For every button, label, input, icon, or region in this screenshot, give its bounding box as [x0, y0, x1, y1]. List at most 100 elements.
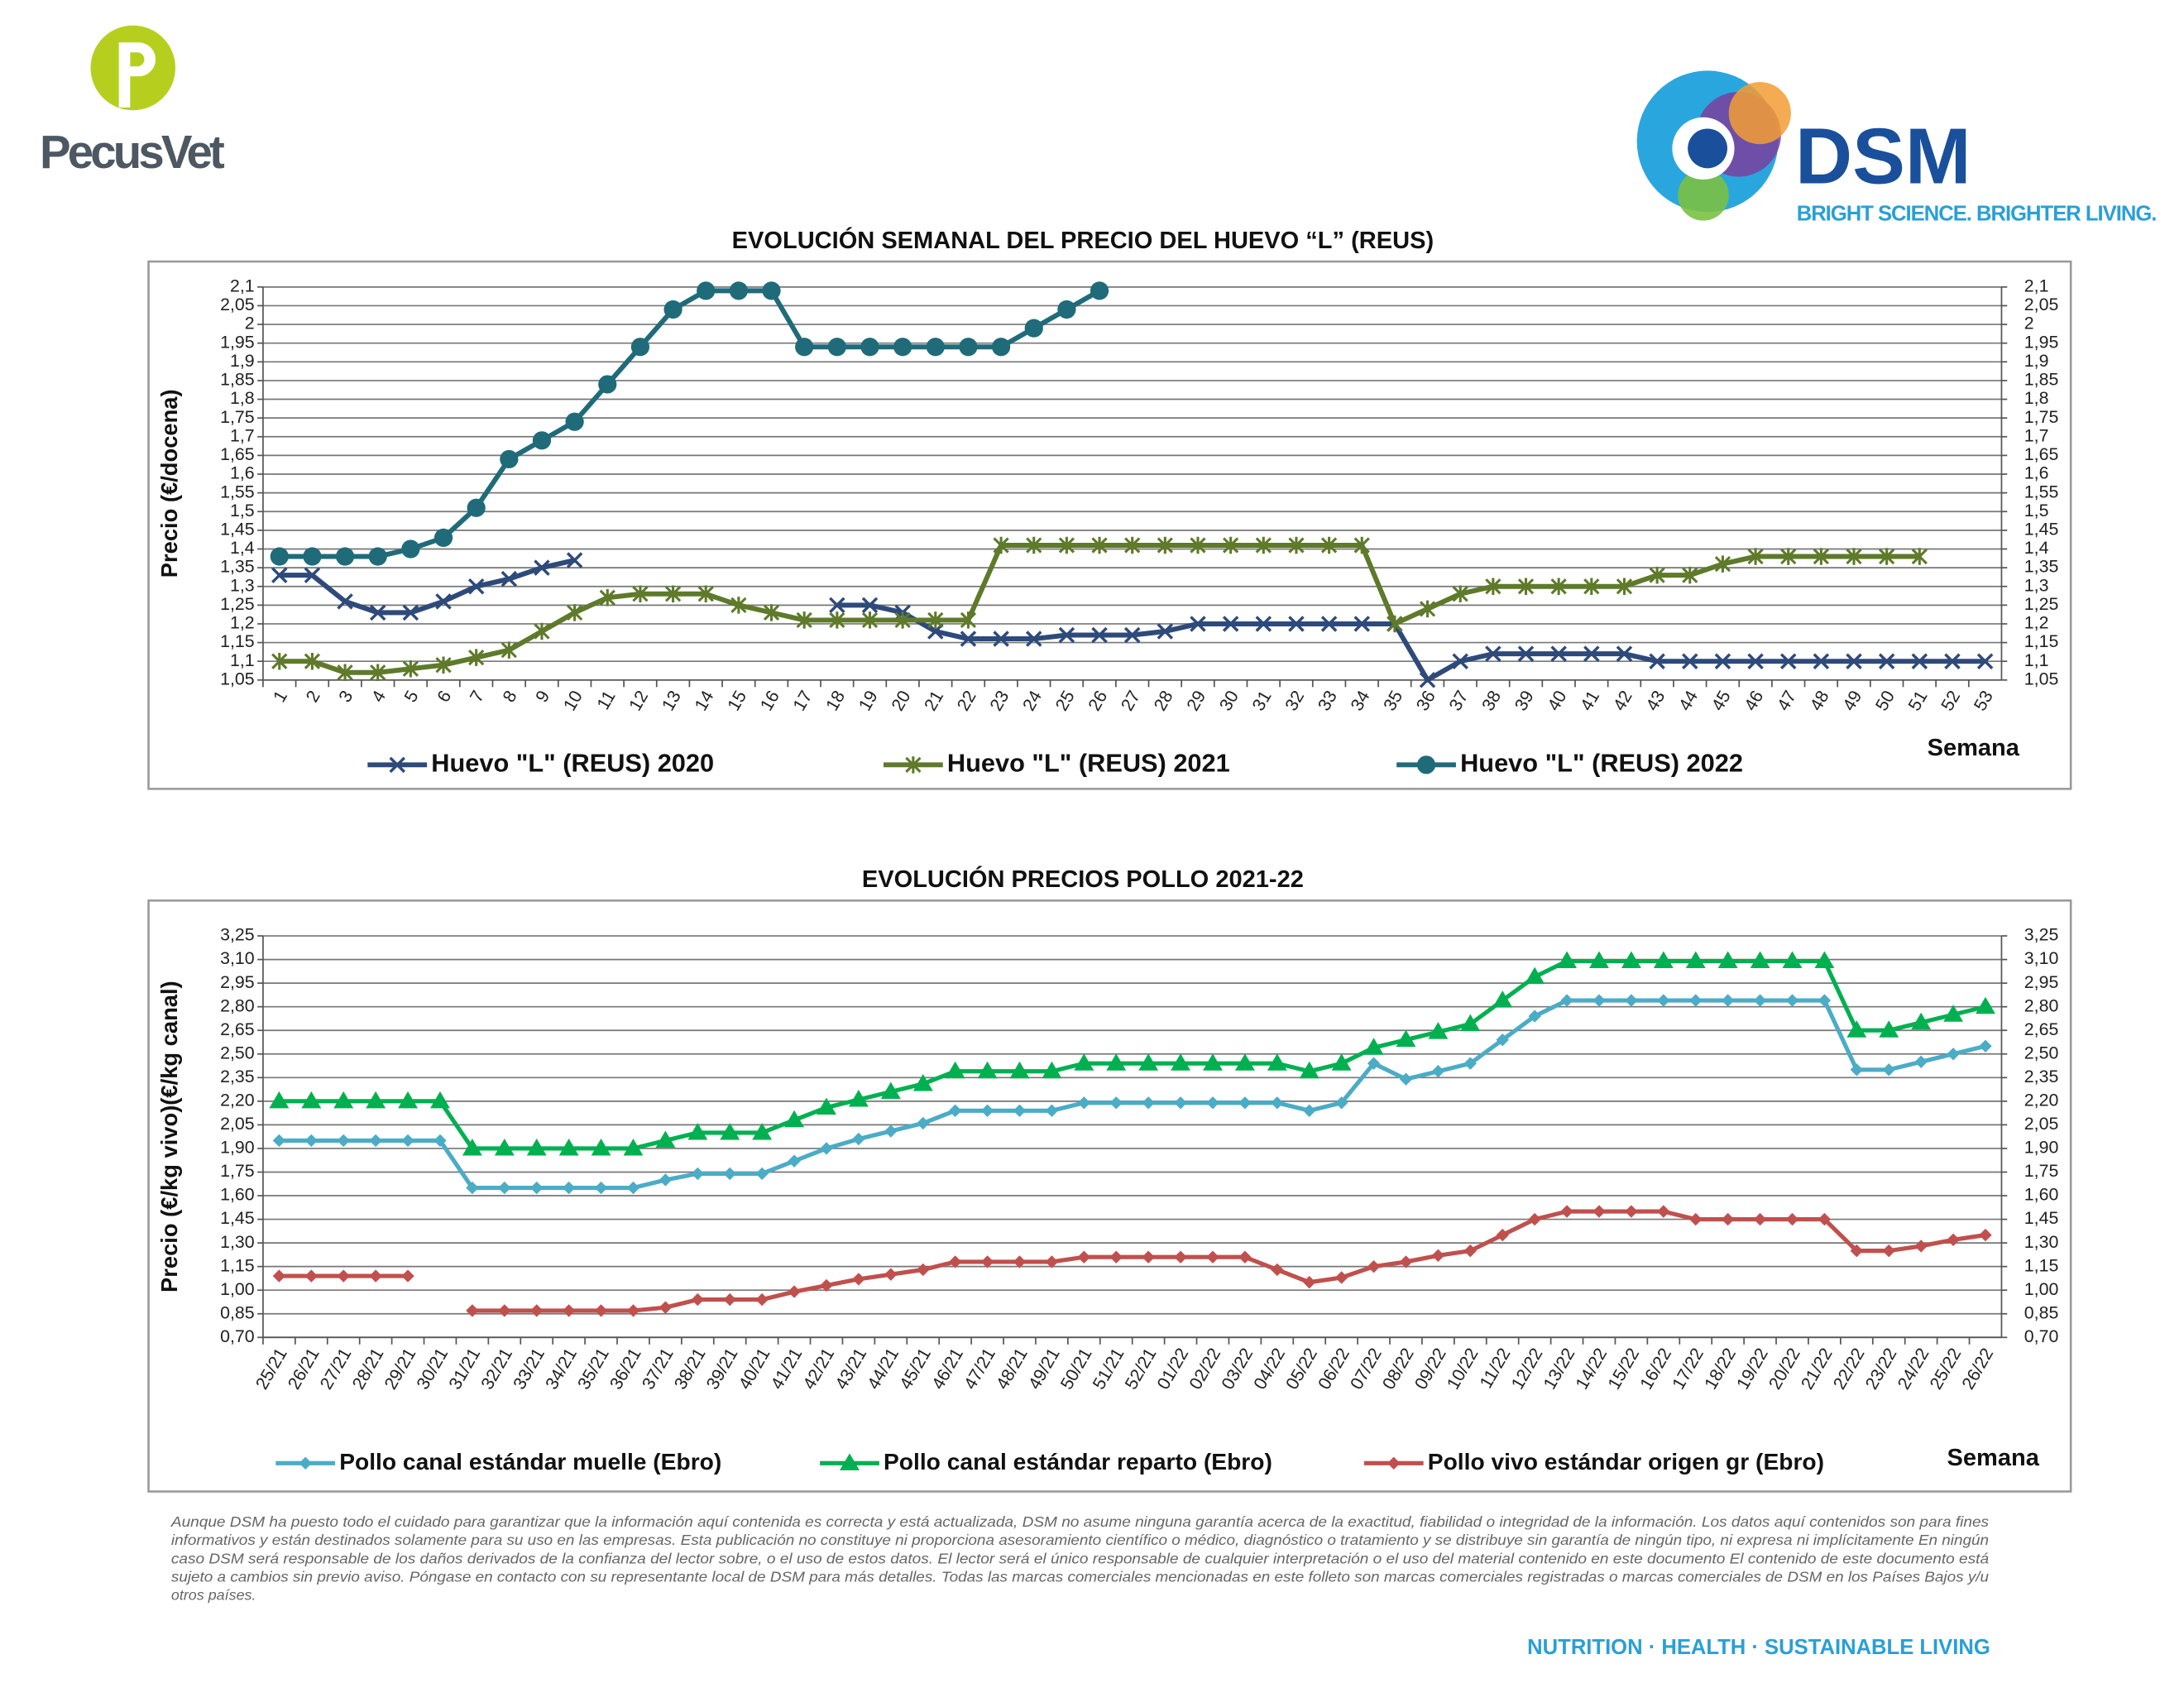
y-tick-label: 1,7	[230, 425, 255, 445]
marker	[500, 570, 518, 587]
marker	[494, 1138, 515, 1156]
marker	[852, 1132, 865, 1146]
marker	[623, 1138, 644, 1156]
x-axis-title: Semana	[1928, 735, 2020, 761]
marker	[467, 578, 485, 595]
marker	[1288, 616, 1305, 632]
marker	[269, 1091, 290, 1109]
marker	[591, 1138, 611, 1156]
marker	[829, 597, 845, 614]
marker	[534, 559, 550, 576]
marker	[532, 431, 552, 450]
y-tick-label: 2,05	[220, 1114, 255, 1134]
marker	[1396, 1029, 1416, 1048]
y2-tick-label: 0,70	[2024, 1326, 2059, 1346]
marker	[304, 567, 321, 583]
marker	[1785, 994, 1799, 1007]
marker	[462, 1138, 482, 1156]
x-tick-label: 46	[1741, 688, 1768, 715]
x-tick-label: 20	[888, 687, 915, 714]
y2-tick-label: 1,2	[2024, 613, 2049, 633]
marker	[1452, 585, 1468, 603]
x-tick-label: 11/22	[1476, 1345, 1515, 1392]
marker	[948, 1104, 962, 1117]
x-tick-label: 17/22	[1669, 1345, 1707, 1393]
marker	[598, 375, 617, 394]
x-tick-label: 43/21	[831, 1345, 870, 1393]
y-tick-label: 1,4	[230, 538, 255, 558]
marker	[1780, 548, 1797, 565]
marker	[795, 338, 814, 357]
marker	[1223, 536, 1239, 554]
marker	[1714, 555, 1731, 573]
marker	[565, 412, 584, 431]
marker	[1452, 653, 1468, 669]
marker	[720, 1122, 740, 1140]
y2-tick-label: 1,6	[2024, 463, 2049, 483]
marker	[1045, 1104, 1059, 1117]
x-tick-label: 5	[400, 688, 423, 706]
marker	[1222, 616, 1239, 632]
marker	[1528, 1009, 1541, 1023]
marker	[691, 1167, 705, 1181]
y2-tick-label: 1,30	[2024, 1232, 2059, 1252]
marker	[1818, 994, 1832, 1007]
x-tick-label: 38/21	[670, 1345, 709, 1393]
marker	[820, 1142, 833, 1155]
marker	[301, 1091, 322, 1109]
marker	[562, 1304, 576, 1317]
marker	[1077, 1096, 1091, 1110]
disclaimer-line: otros países.	[171, 1587, 256, 1604]
x-tick-label: 18/22	[1700, 1345, 1739, 1393]
marker	[1621, 951, 1641, 969]
marker	[1850, 1063, 1864, 1077]
marker	[1976, 653, 1994, 669]
marker	[894, 611, 911, 629]
marker	[880, 1081, 901, 1099]
marker	[980, 1104, 994, 1117]
marker	[827, 338, 846, 357]
x-tick-label: 9	[532, 688, 554, 706]
marker	[659, 1301, 673, 1314]
x-tick-label: 24/22	[1894, 1345, 1933, 1393]
x-tick-label: 32/21	[477, 1345, 516, 1393]
marker	[1026, 536, 1042, 554]
dsm-logo: DSM BRIGHT SCIENCE. BRIGHTER LIVING.	[1636, 70, 2157, 225]
x-tick-label: 19	[855, 688, 882, 715]
x-tick-label: 39/21	[702, 1345, 741, 1393]
marker	[534, 622, 550, 640]
y2-tick-label: 1,25	[2024, 594, 2059, 614]
x-tick-label: 53	[1970, 688, 1997, 715]
marker	[1689, 1212, 1703, 1226]
marker	[272, 1134, 286, 1148]
chart-frame	[147, 260, 2072, 790]
marker	[1013, 1104, 1027, 1117]
marker	[1353, 616, 1371, 632]
y2-tick-label: 3,10	[2024, 948, 2059, 968]
x-tick-label: 27	[1117, 688, 1144, 715]
marker	[1979, 1039, 1992, 1053]
marker	[1025, 631, 1042, 647]
marker	[526, 1138, 547, 1156]
marker	[1583, 578, 1600, 595]
x-tick-label: 22/22	[1829, 1345, 1868, 1393]
marker	[884, 1125, 898, 1138]
marker	[498, 1304, 511, 1317]
marker	[467, 498, 486, 517]
logo-swirl	[1688, 128, 1727, 169]
marker	[1416, 755, 1436, 774]
marker	[1689, 994, 1703, 1007]
marker	[1747, 548, 1764, 565]
y-tick-label: 1,65	[220, 444, 255, 464]
x-tick-label: 48	[1806, 688, 1833, 715]
y-tick-label: 1,15	[220, 631, 255, 651]
marker	[530, 1304, 544, 1317]
marker	[1747, 653, 1764, 669]
marker	[1979, 1228, 1992, 1242]
y2-tick-label: 2,05	[2024, 295, 2059, 314]
marker	[389, 756, 406, 774]
y-tick-label: 1,45	[220, 1208, 255, 1228]
y2-tick-label: 2,05	[2024, 1114, 2059, 1134]
x-tick-label: 37/21	[638, 1345, 677, 1393]
marker	[370, 664, 386, 682]
